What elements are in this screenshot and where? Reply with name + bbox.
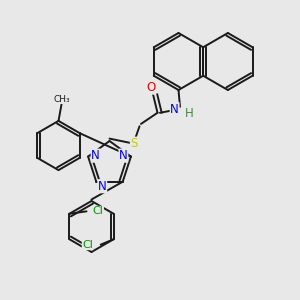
Text: N: N	[119, 149, 128, 162]
Text: H: H	[184, 107, 194, 120]
Text: Cl: Cl	[92, 206, 104, 216]
Text: O: O	[146, 81, 155, 94]
Text: S: S	[130, 137, 138, 150]
Text: CH₃: CH₃	[53, 94, 70, 103]
Text: N: N	[170, 103, 179, 116]
Text: N: N	[98, 180, 106, 193]
Text: N: N	[91, 149, 100, 162]
Text: Cl: Cl	[82, 240, 93, 250]
